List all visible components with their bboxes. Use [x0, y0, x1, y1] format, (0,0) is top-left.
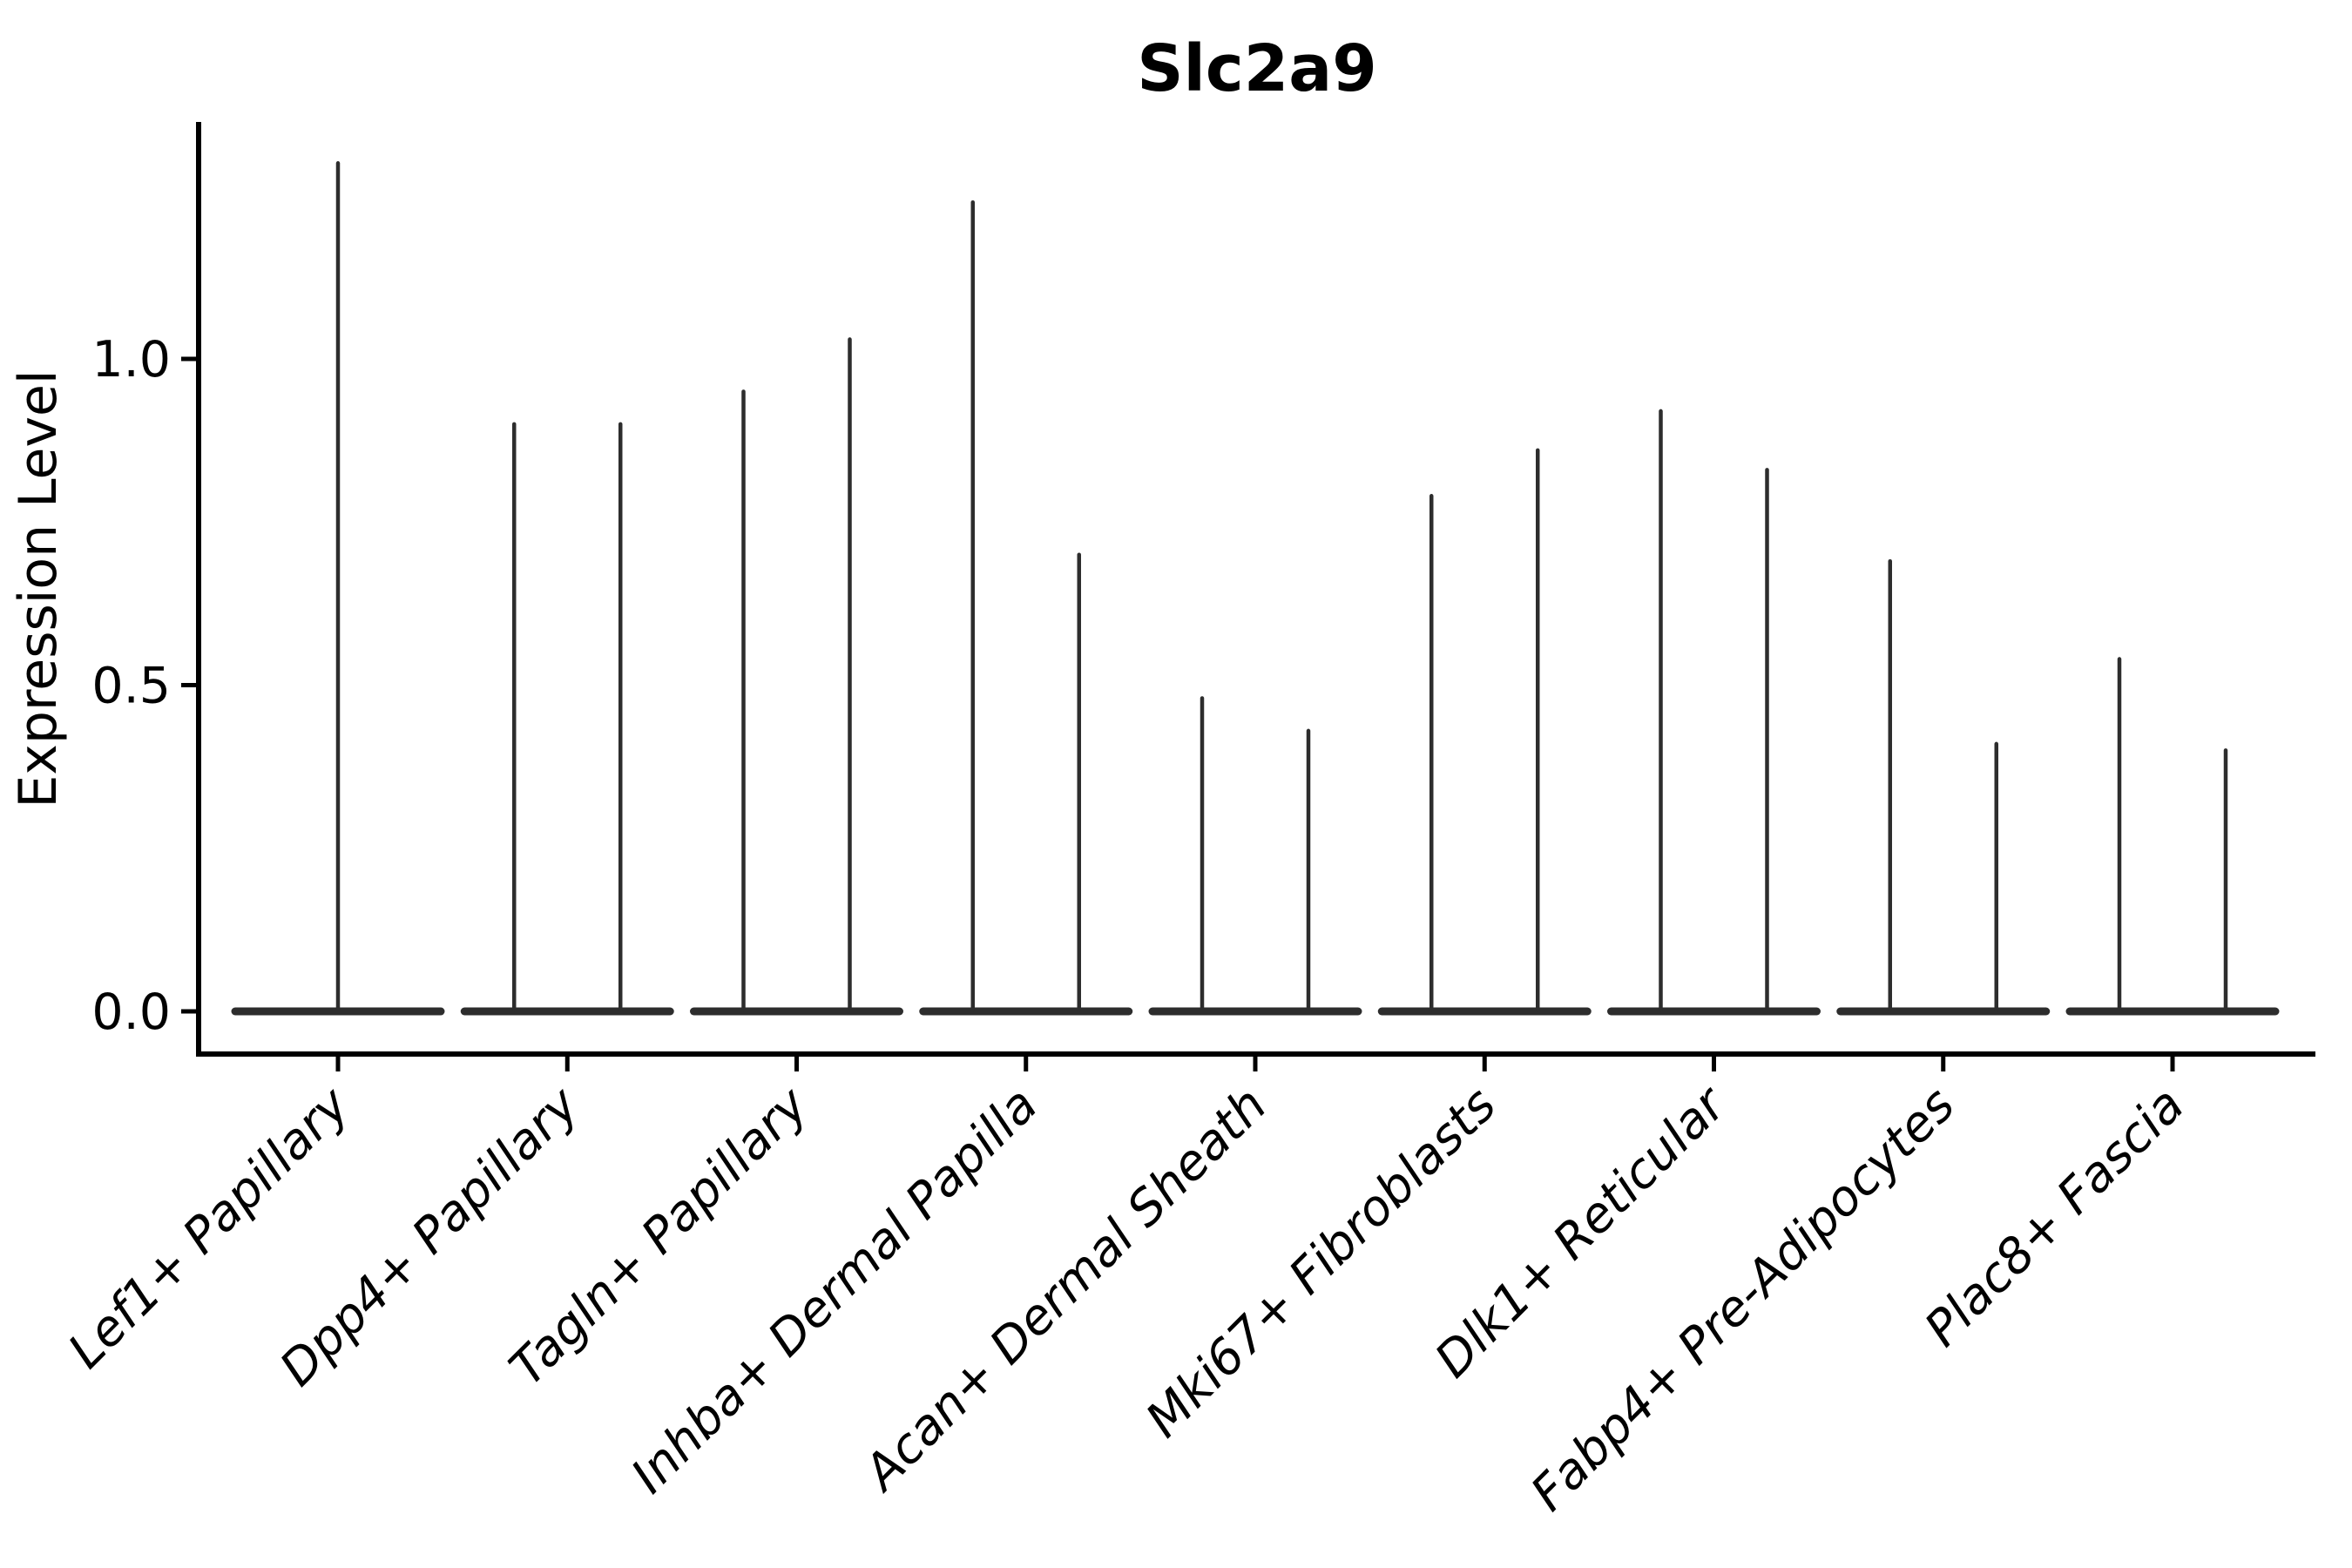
- y-tick-label: 0.0: [91, 983, 171, 1041]
- violin-group: [919, 199, 1133, 1016]
- y-tick-label: 0.5: [91, 658, 171, 715]
- x-tick-label: Acan+ Dermal Sheath: [852, 1077, 1278, 1503]
- y-axis-label: Expression Level: [8, 369, 69, 808]
- violin-group: [1836, 558, 2051, 1016]
- violin-group: [690, 337, 903, 1016]
- x-tick-label: Fabp4+ Pre-Adipocytes: [1520, 1077, 1965, 1522]
- violins: [231, 161, 2280, 1016]
- y-tick-labels: 0.0 0.5 1.0: [91, 331, 171, 1041]
- axes: [181, 122, 2315, 1071]
- violin-group: [1148, 696, 1362, 1016]
- y-tick-label: 1.0: [91, 331, 171, 389]
- violin-group: [1607, 409, 1821, 1016]
- violin-group: [2065, 657, 2280, 1016]
- violin-group: [1377, 448, 1592, 1016]
- chart-title: Slc2a9: [1137, 31, 1376, 106]
- violin-group: [460, 422, 674, 1016]
- x-tick-label: Inhba+ Dermal Papilla: [621, 1077, 1049, 1504]
- violin-group: [231, 161, 445, 1016]
